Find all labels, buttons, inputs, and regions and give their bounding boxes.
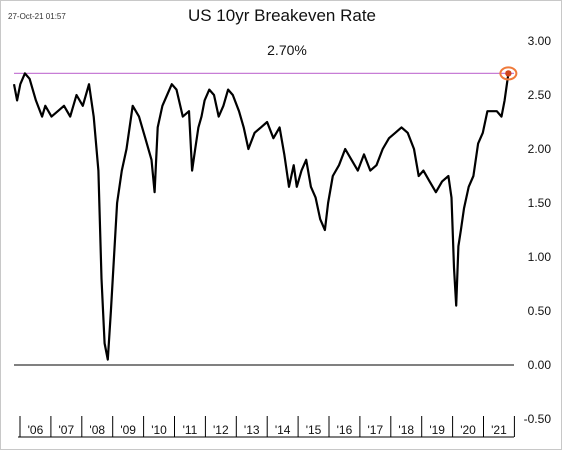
marker-dot xyxy=(505,70,512,77)
y-tick-label: -0.50 xyxy=(524,412,552,426)
timestamp: 27-Oct-21 01:57 xyxy=(8,12,66,21)
series-line xyxy=(12,72,510,361)
y-tick-label: 1.00 xyxy=(528,250,552,264)
x-tick-label: '20 xyxy=(460,423,476,437)
x-tick-label: '10 xyxy=(151,423,167,437)
x-tick-label: '17 xyxy=(368,423,384,437)
x-tick-label: '08 xyxy=(89,423,105,437)
y-tick-label: 0.50 xyxy=(528,304,552,318)
x-tick-label: '19 xyxy=(429,423,445,437)
y-tick-label: 2.00 xyxy=(528,142,552,156)
x-tick-label: '21 xyxy=(491,423,507,437)
y-tick-label: 0.00 xyxy=(528,358,552,372)
marker-ring xyxy=(499,66,518,81)
x-tick-label: '13 xyxy=(244,423,260,437)
y-tick-label: 3.00 xyxy=(528,34,552,48)
x-tick-label: '12 xyxy=(213,423,229,437)
current-value-label: 2.70% xyxy=(267,42,307,58)
x-tick-label: '11 xyxy=(183,423,198,437)
x-tick-label: '14 xyxy=(275,423,291,437)
x-tick-label: '09 xyxy=(120,423,136,437)
x-tick-label: '15 xyxy=(306,423,322,437)
x-tick-label: '16 xyxy=(337,423,353,437)
y-tick-label: 1.50 xyxy=(528,196,552,210)
y-tick-label: 2.50 xyxy=(528,88,552,102)
x-tick-label: '06 xyxy=(28,423,44,437)
x-tick-label: '18 xyxy=(398,423,414,437)
x-tick-label: '07 xyxy=(59,423,75,437)
chart-title: US 10yr Breakeven Rate xyxy=(187,6,377,25)
